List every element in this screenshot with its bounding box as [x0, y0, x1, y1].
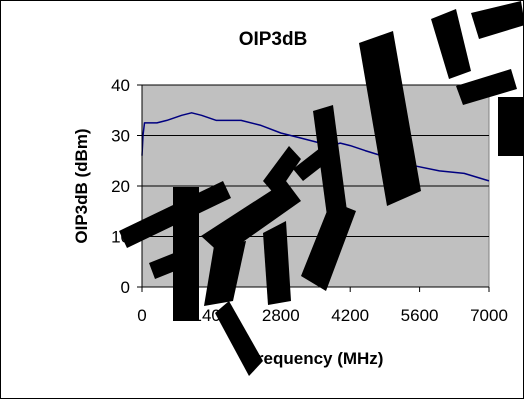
watermark-stroke: [456, 69, 517, 105]
watermark-stroke: [149, 247, 195, 279]
watermark-stroke: [359, 31, 421, 206]
y-axis-title: OIP3dB (dBm): [72, 128, 91, 243]
watermark-stroke: [471, 1, 524, 39]
watermark-stroke: [263, 146, 301, 196]
x-tick-label: 0: [137, 306, 146, 325]
watermark: [119, 1, 524, 376]
watermark-stroke: [201, 181, 301, 256]
watermark-stroke: [431, 9, 471, 79]
grid-layer: [142, 84, 489, 237]
watermark-stroke: [204, 241, 246, 306]
y-tick-label: 40: [111, 76, 130, 95]
watermark-stroke: [313, 105, 349, 231]
y-tick-label: 0: [121, 278, 130, 297]
watermark-stroke: [263, 221, 291, 305]
x-tick-label: 7000: [470, 306, 508, 325]
y-tick-label: 30: [111, 127, 130, 146]
watermark-stroke: [498, 97, 523, 156]
chart-title: OIP3dB: [239, 29, 308, 50]
x-tick-label: 5600: [401, 306, 439, 325]
y-tick-label: 20: [111, 177, 130, 196]
x-tick-label: 2800: [262, 306, 300, 325]
x-axis-title: Frequency (MHz): [247, 349, 384, 368]
watermark-stroke: [215, 301, 263, 376]
x-tick-label: 4200: [331, 306, 369, 325]
